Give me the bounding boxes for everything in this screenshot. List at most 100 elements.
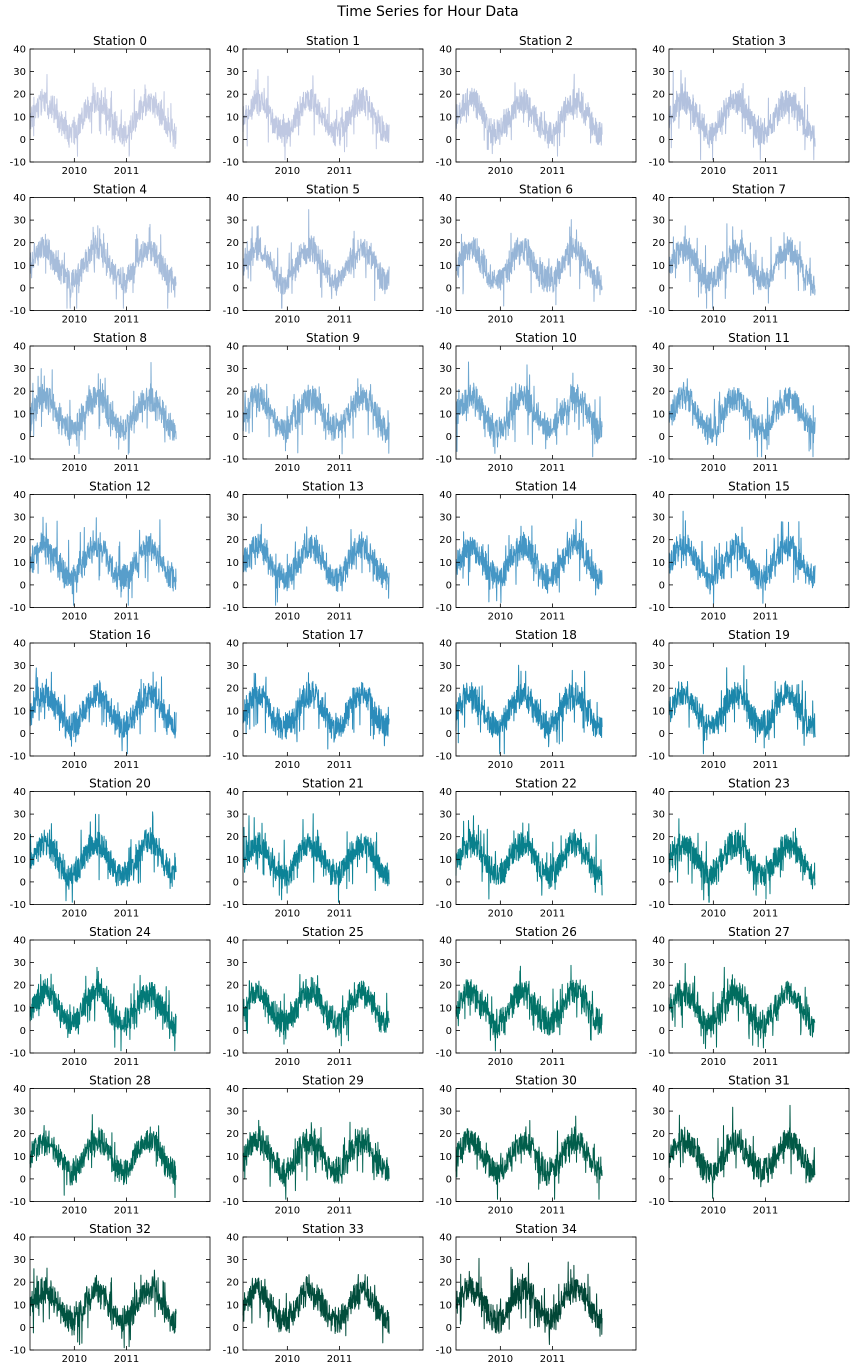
subplot-title: Station 3	[732, 34, 786, 48]
subplot-title: Station 12	[89, 480, 151, 494]
subplot-station-24: -10 0 10 20 30 40 2010 2011 Station 24	[10, 925, 211, 1068]
x-tick-label: 2011	[753, 1057, 778, 1068]
y-tick-label: 10	[439, 558, 452, 569]
x-tick-label: 2011	[753, 1206, 778, 1217]
y-tick-label: 20	[439, 387, 452, 398]
y-tick-label: 0	[20, 729, 26, 740]
y-tick-label: 30	[439, 513, 452, 524]
y-tick-label: 0	[659, 1174, 665, 1185]
y-tick-label: -10	[436, 306, 452, 317]
y-tick-label: 0	[659, 580, 665, 591]
y-tick-label: 0	[20, 580, 26, 591]
y-tick-label: 10	[439, 1300, 452, 1311]
y-tick-label: 0	[446, 283, 452, 294]
y-tick-label: 40	[226, 490, 239, 501]
y-tick-label: -10	[223, 900, 239, 911]
subplot-station-12: -10 0 10 20 30 40 2010 2011 Station 12	[10, 480, 211, 623]
subplot-title: Station 21	[302, 777, 364, 791]
x-tick-label: 2010	[701, 612, 726, 623]
subplot-title: Station 30	[515, 1074, 577, 1088]
x-tick-label: 2011	[327, 1206, 352, 1217]
y-tick-label: 10	[13, 1003, 26, 1014]
y-tick-label: 10	[439, 409, 452, 420]
x-tick-label: 2011	[327, 1354, 352, 1365]
x-tick-label: 2010	[488, 1206, 513, 1217]
y-tick-label: 30	[13, 513, 26, 524]
subplot-station-2: -10 0 10 20 30 40 2010 2011 Station 2	[436, 34, 637, 177]
x-tick-label: 2010	[275, 315, 300, 326]
y-tick-label: -10	[10, 752, 26, 763]
x-tick-label: 2010	[488, 1354, 513, 1365]
subplot-station-13: -10 0 10 20 30 40 2010 2011 Station 13	[223, 480, 424, 623]
y-tick-label: 30	[13, 1255, 26, 1266]
y-tick-label: -10	[223, 1346, 239, 1357]
y-tick-label: -10	[10, 455, 26, 466]
subplot-station-7: -10 0 10 20 30 40 2010 2011 Station 7	[649, 183, 850, 326]
x-tick-label: 2010	[701, 760, 726, 771]
y-tick-label: 40	[13, 342, 26, 353]
y-tick-label: -10	[436, 158, 452, 169]
y-tick-label: 20	[439, 535, 452, 546]
axes-frame	[242, 48, 424, 163]
y-tick-label: -10	[10, 1197, 26, 1208]
y-tick-label: 10	[652, 409, 665, 420]
y-tick-label: 40	[13, 787, 26, 798]
y-tick-label: 20	[13, 90, 26, 101]
y-tick-label: 0	[446, 1174, 452, 1185]
series-line-station-29	[242, 1119, 390, 1200]
y-tick-label: 0	[446, 877, 452, 888]
x-tick-label: 2011	[114, 1206, 139, 1217]
y-tick-label: 20	[439, 238, 452, 249]
axes-frame	[242, 642, 424, 757]
subplot-title: Station 14	[515, 480, 577, 494]
x-tick-label: 2011	[540, 463, 565, 474]
axes-frame	[455, 197, 637, 311]
axes-frame	[455, 1088, 637, 1202]
subplot-station-17: -10 0 10 20 30 40 2010 2011 Station 17	[223, 628, 424, 771]
y-tick-label: 40	[652, 1084, 665, 1095]
axes-frame	[668, 494, 850, 608]
y-tick-label: 30	[226, 661, 239, 672]
subplot-title: Station 5	[306, 183, 360, 197]
y-tick-label: -10	[223, 158, 239, 169]
series-line-station-22	[455, 815, 603, 900]
subplot-title: Station 32	[89, 1222, 151, 1236]
y-tick-label: 0	[233, 432, 239, 443]
x-tick-label: 2010	[62, 760, 87, 771]
y-tick-label: 40	[226, 936, 239, 947]
y-tick-label: 10	[652, 261, 665, 272]
subplot-station-1: -10 0 10 20 30 40 2010 2011 Station 1	[223, 34, 424, 177]
y-tick-label: 30	[439, 67, 452, 78]
subplot-title: Station 28	[89, 1074, 151, 1088]
axes-frame	[242, 1088, 424, 1202]
y-tick-label: -10	[649, 306, 665, 317]
subplot-station-33: -10 0 10 20 30 40 2010 2011 Station 33	[223, 1222, 424, 1365]
subplot-station-11: -10 0 10 20 30 40 2010 2011 Station 11	[649, 331, 850, 474]
subplot-station-23: -10 0 10 20 30 40 2010 2011 Station 23	[649, 777, 850, 920]
subplot-title: Station 20	[89, 777, 151, 791]
y-tick-label: 20	[226, 832, 239, 843]
y-tick-label: 40	[226, 1084, 239, 1095]
y-tick-label: 10	[13, 261, 26, 272]
subplot-station-25: -10 0 10 20 30 40 2010 2011 Station 25	[223, 925, 424, 1068]
series-line-station-16	[29, 667, 177, 755]
axes-frame	[242, 791, 424, 905]
y-tick-label: 10	[439, 855, 452, 866]
y-tick-label: 20	[439, 90, 452, 101]
y-tick-label: 0	[233, 1174, 239, 1185]
y-tick-label: 10	[652, 1003, 665, 1014]
axes-frame	[668, 642, 850, 757]
y-tick-label: 0	[233, 135, 239, 146]
x-tick-label: 2011	[753, 760, 778, 771]
x-tick-label: 2010	[275, 166, 300, 177]
y-tick-label: 40	[226, 45, 239, 56]
y-tick-label: 20	[652, 238, 665, 249]
series-line-station-14	[455, 518, 603, 604]
y-tick-label: 30	[226, 958, 239, 969]
x-tick-label: 2011	[327, 909, 352, 920]
y-tick-label: -10	[436, 1197, 452, 1208]
y-tick-label: 30	[226, 513, 239, 524]
y-tick-label: 30	[226, 67, 239, 78]
y-tick-label: 10	[439, 706, 452, 717]
y-tick-label: 10	[13, 112, 26, 123]
